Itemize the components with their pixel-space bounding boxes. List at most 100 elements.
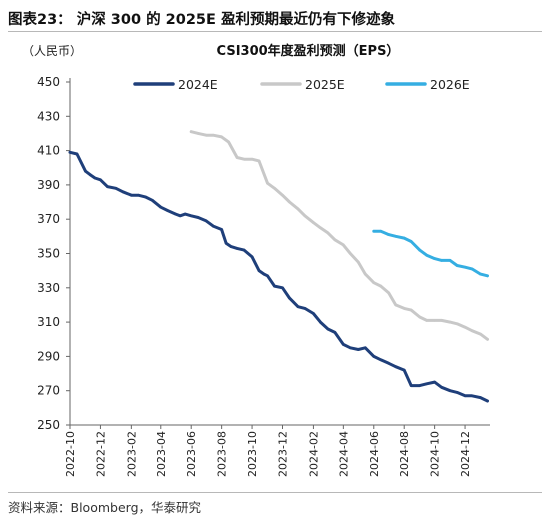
data-point <box>394 303 398 307</box>
data-point <box>379 229 383 233</box>
data-point <box>463 394 467 398</box>
data-point <box>433 319 436 322</box>
data-point <box>455 322 459 326</box>
data-point <box>440 386 443 389</box>
series-line-2025E <box>189 130 489 341</box>
x-tick-label: 2023-06 <box>185 431 198 477</box>
data-point <box>479 396 482 399</box>
y-tick-label: 410 <box>37 144 60 158</box>
data-point <box>409 384 413 387</box>
data-point <box>379 358 383 362</box>
data-point <box>372 281 376 285</box>
x-tick-label: 2023-10 <box>246 431 259 477</box>
y-tick-label: 330 <box>37 281 60 295</box>
data-point <box>204 133 208 137</box>
data-point <box>333 238 337 242</box>
data-point <box>463 325 467 329</box>
source-note: 资料来源：Bloomberg，华泰研究 <box>8 500 201 515</box>
eps-line-chart: （人民币） CSI300年度盈利预测（EPS） 2024E 2025E 2026E … <box>22 43 490 477</box>
x-tick-label: 2022-12 <box>94 431 107 477</box>
data-point <box>288 200 291 204</box>
y-tick-label: 270 <box>37 384 60 398</box>
data-point <box>288 296 291 300</box>
data-point <box>312 221 315 224</box>
data-point <box>455 264 459 267</box>
x-tick-label: 2024-12 <box>459 431 472 477</box>
x-tick-label: 2022-10 <box>64 431 77 477</box>
data-point <box>220 135 223 139</box>
y-tick-label: 250 <box>37 418 60 432</box>
data-point <box>433 380 436 384</box>
data-point <box>326 327 330 331</box>
data-point <box>159 205 163 209</box>
data-point <box>319 226 322 230</box>
x-tick-label: 2023-04 <box>155 431 168 477</box>
data-point <box>242 157 246 161</box>
data-point <box>106 185 109 188</box>
series-2026E <box>372 229 489 278</box>
data-point <box>93 176 97 180</box>
data-point <box>394 235 398 238</box>
data-point <box>372 355 376 358</box>
y-tick-label: 450 <box>37 75 60 89</box>
data-point <box>227 140 230 144</box>
data-point <box>68 151 72 154</box>
data-point <box>349 346 352 350</box>
data-point <box>409 240 413 243</box>
data-point <box>342 343 345 346</box>
x-tick-label: 2024-02 <box>307 431 320 477</box>
data-point <box>312 312 315 315</box>
data-point <box>220 228 223 231</box>
data-point <box>189 214 193 218</box>
data-point <box>296 207 300 211</box>
data-point <box>349 252 352 255</box>
data-point <box>387 291 391 295</box>
data-point <box>196 216 200 219</box>
data-point <box>402 236 406 240</box>
data-point <box>151 199 154 202</box>
data-point <box>273 284 276 288</box>
data-point <box>440 319 443 322</box>
data-point <box>357 348 360 351</box>
y-tick-label: 290 <box>37 349 60 363</box>
data-point <box>479 272 482 276</box>
data-point <box>257 269 261 272</box>
data-point <box>402 368 406 372</box>
x-tick-label: 2024-06 <box>368 431 381 477</box>
x-tick-label: 2024-08 <box>398 431 411 477</box>
data-point <box>137 193 140 197</box>
data-point <box>463 265 467 269</box>
data-point <box>425 253 429 257</box>
data-point <box>387 233 391 236</box>
y-tick-label: 350 <box>37 247 60 261</box>
y-tick-label: 310 <box>37 315 60 329</box>
data-point <box>486 399 489 403</box>
legend-label-2024E: 2024E <box>178 77 218 92</box>
data-point <box>166 209 170 212</box>
data-point <box>242 248 246 252</box>
data-point <box>250 255 254 259</box>
series-2025E <box>189 130 489 341</box>
data-point <box>196 132 200 135</box>
data-point <box>262 272 266 276</box>
data-point <box>235 247 239 250</box>
series-line-2024E <box>68 150 489 403</box>
data-point <box>229 245 233 248</box>
unit-label: （人民币） <box>22 44 82 58</box>
data-point <box>224 241 228 245</box>
data-point <box>372 229 376 233</box>
data-point <box>394 365 398 369</box>
y-tick-label: 390 <box>37 178 60 192</box>
data-point <box>470 329 474 333</box>
data-point <box>418 248 422 252</box>
data-point <box>99 178 102 182</box>
data-point <box>235 156 239 159</box>
data-point <box>273 187 276 190</box>
data-point <box>387 362 391 365</box>
data-point <box>303 307 307 310</box>
y-tick-label: 370 <box>37 212 60 226</box>
data-point <box>418 315 422 319</box>
x-tick-label: 2023-08 <box>216 431 229 477</box>
data-point <box>486 338 489 341</box>
data-point <box>296 305 300 309</box>
